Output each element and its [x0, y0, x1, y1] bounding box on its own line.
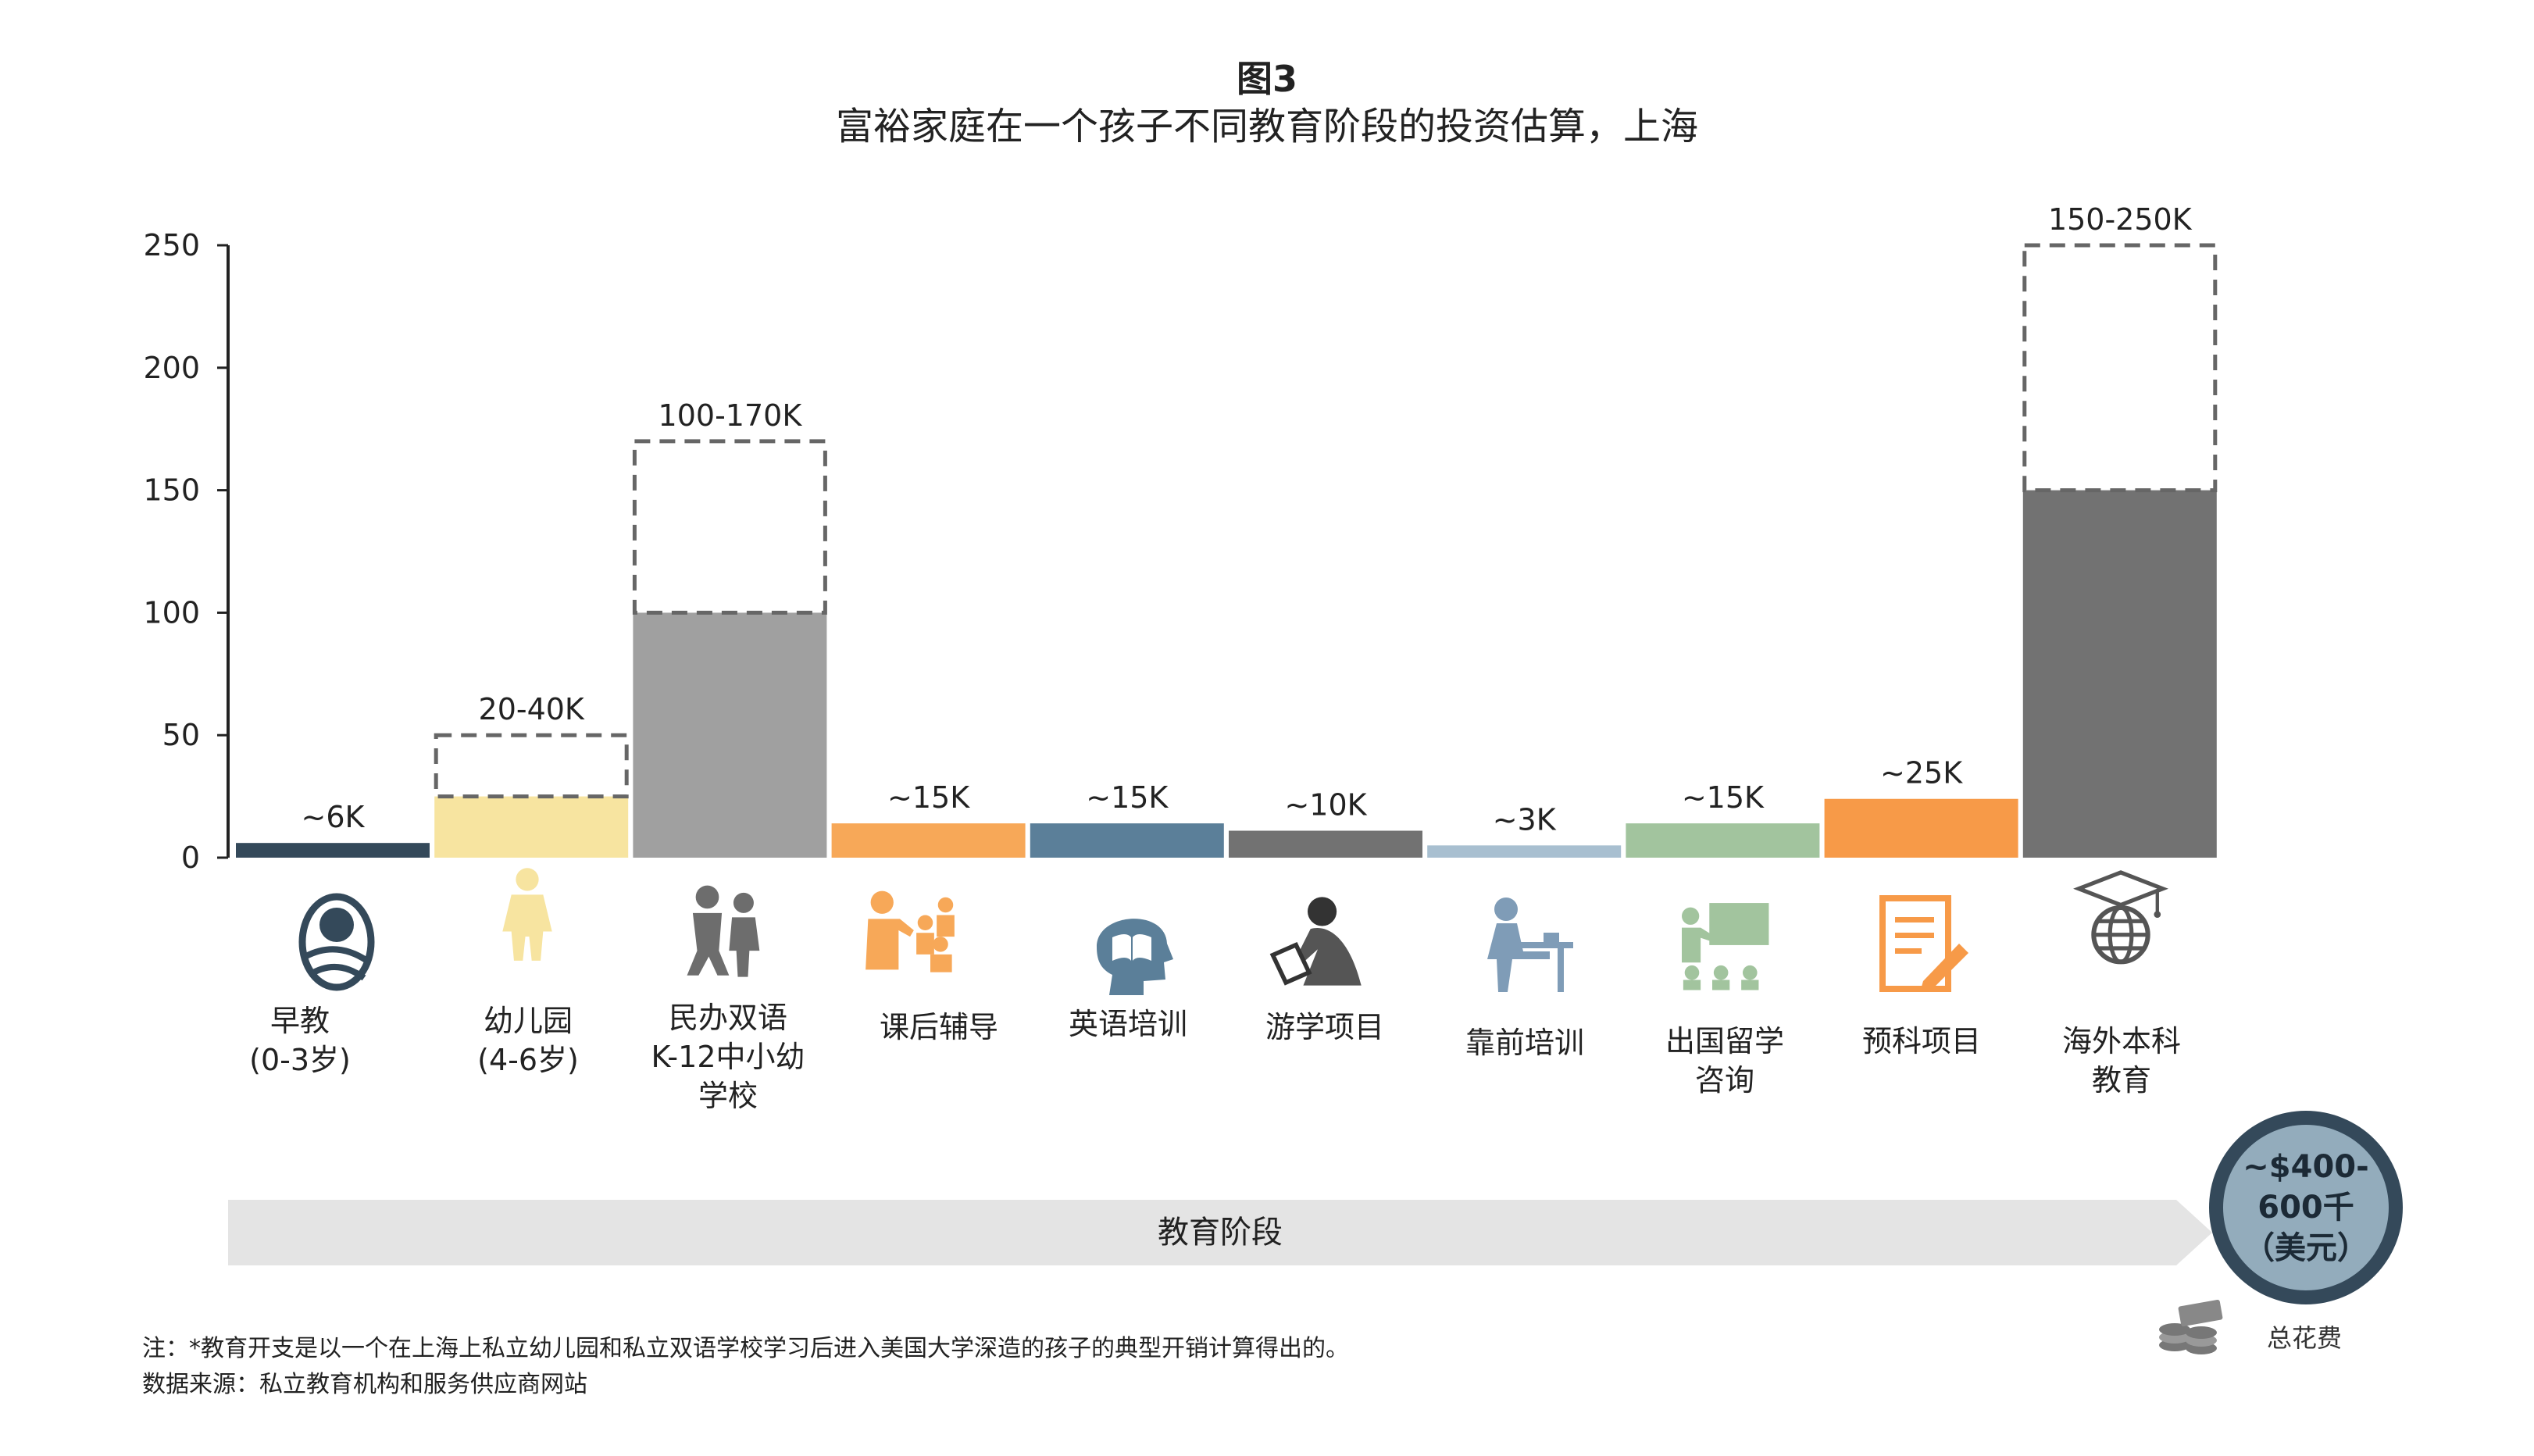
- category-label: 民办双语 K-12中小幼 学校: [651, 1001, 805, 1113]
- bar-value-label: ~10K: [1284, 788, 1367, 823]
- bar: [434, 796, 629, 858]
- money-stack-icon: [2159, 1299, 2223, 1354]
- figure-title: 富裕家庭在一个孩子不同教育阶段的投资估算，上海: [835, 105, 1698, 148]
- bar: [1030, 823, 1224, 858]
- footnotes: 注：*教育开支是以一个在上海上私立幼儿园和私立双语学校学习后进入美国大学深造的孩…: [142, 1331, 1349, 1403]
- total-cost-inner: ~$400- 600千 （美元）: [2223, 1125, 2389, 1290]
- category-label: 早教 (0-3岁): [249, 1004, 351, 1077]
- footnote-note: 注：*教育开支是以一个在上海上私立幼儿园和私立双语学校学习后进入美国大学深造的孩…: [142, 1335, 1349, 1362]
- bar-value-label: ~15K: [1086, 780, 1169, 815]
- bar: [831, 823, 1026, 858]
- bar: [1427, 845, 1622, 858]
- bar-value-label: 150-250K: [2048, 202, 2193, 237]
- bar-value-label: 20-40K: [479, 692, 585, 726]
- bar-value-label: ~3K: [1493, 802, 1557, 837]
- bar-range-outline: [632, 439, 827, 615]
- total-cost-value: ~$400- 600千 （美元）: [2243, 1149, 2369, 1266]
- y-tick-label: 50: [162, 718, 200, 752]
- category-label: 课后辅导: [879, 1010, 998, 1044]
- y-tick-label: 150: [143, 473, 200, 508]
- consulting-icon: [1682, 903, 1769, 990]
- bar-range-outline: [2022, 243, 2218, 493]
- figure-number: 图3: [1236, 58, 1297, 100]
- bar-value-label: ~6K: [302, 800, 366, 834]
- education-stage-label: 教育阶段: [1158, 1215, 1283, 1251]
- y-tick-label: 200: [143, 351, 200, 385]
- category-label: 海外本科 教育: [2061, 1024, 2181, 1097]
- category-label: 出国留学 咨询: [1665, 1024, 1784, 1097]
- category-label: 英语培训: [1068, 1007, 1187, 1041]
- parent-child-icon: [687, 885, 760, 977]
- bar-value-label: 100-170K: [658, 398, 803, 433]
- education-stage-arrow: [228, 1200, 2212, 1265]
- bar-value-label: ~25K: [1880, 756, 1963, 790]
- category-label: 游学项目: [1265, 1010, 1384, 1044]
- study-tour-icon: [1269, 897, 1362, 986]
- bar: [236, 843, 430, 858]
- bar: [1824, 798, 2018, 858]
- baby-icon: [298, 893, 375, 991]
- bar: [633, 612, 827, 858]
- category-label: 预科项目: [1861, 1024, 1981, 1058]
- test-prep-icon: [1487, 898, 1573, 992]
- bar: [1626, 823, 1820, 858]
- category-label: 靠前培训: [1465, 1026, 1584, 1060]
- bar: [2022, 490, 2217, 858]
- tutoring-icon: [865, 890, 955, 972]
- y-tick-label: 100: [143, 595, 200, 630]
- figure-header: 图3 富裕家庭在一个孩子不同教育阶段的投资估算，上海: [0, 56, 2534, 152]
- bar-value-label: ~15K: [1682, 780, 1765, 815]
- english-reading-icon: [1097, 919, 1173, 995]
- bar-range-outline: [434, 733, 629, 799]
- child-icon: [502, 868, 552, 961]
- footnote-source: 数据来源：私立教育机构和服务供应商网站: [142, 1371, 587, 1398]
- y-tick-label: 0: [181, 840, 200, 875]
- document-icon: [1879, 895, 1968, 992]
- y-tick-label: 250: [143, 228, 200, 262]
- graduation-globe-icon: [2073, 870, 2168, 965]
- bar-value-label: ~15K: [887, 780, 970, 815]
- category-label: 幼儿园 (4-6岁): [477, 1004, 579, 1077]
- bar: [1229, 830, 1422, 858]
- total-cost-caption: 总花费: [2266, 1323, 2342, 1353]
